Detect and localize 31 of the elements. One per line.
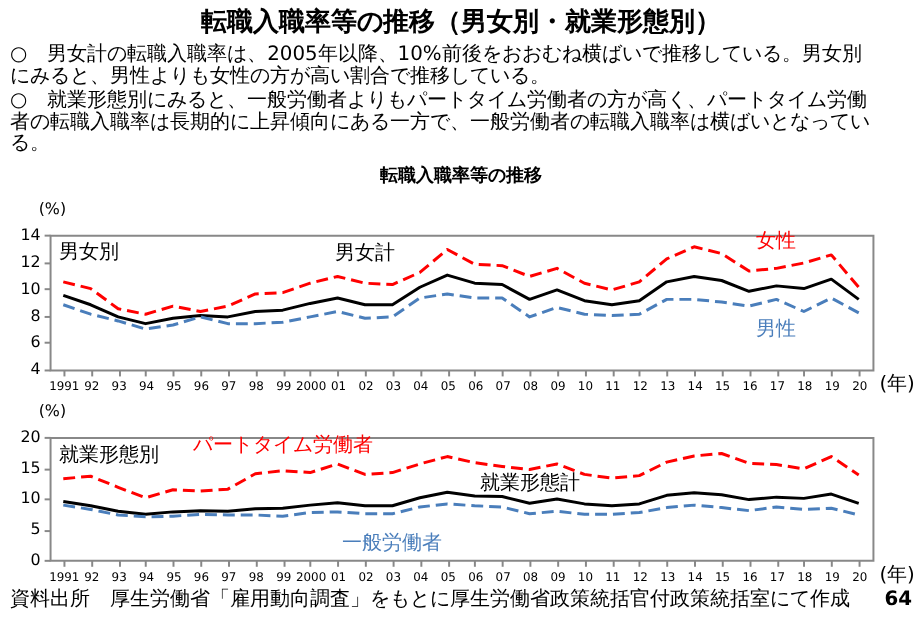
y-tick-label: 4: [30, 360, 41, 379]
y-tick-label: 14: [20, 225, 41, 244]
y-tick-label: 6: [30, 333, 41, 352]
series-label: 就業形態計: [479, 471, 580, 496]
chart-title: 転職入職率等の推移: [378, 165, 543, 188]
line-series: [61, 490, 861, 516]
y-axis-title: (%): [38, 402, 67, 421]
y-tick-label: 10: [20, 279, 41, 298]
series-label: 男性: [756, 317, 797, 342]
y-tick-label: 12: [20, 252, 41, 271]
series-label: 男女計: [335, 241, 396, 266]
x-axis-title: (年): [879, 372, 916, 397]
series-label: パートタイム労働者: [190, 432, 373, 457]
y-tick-label: 10: [20, 489, 41, 508]
annotation: 就業形態別: [59, 442, 160, 467]
y-tick-label: 5: [30, 520, 41, 539]
text: 転職入職率等の推移（男女別・就業形態別）: [199, 6, 722, 39]
x-axis-title: (年): [879, 562, 916, 587]
y-tick-label: 15: [20, 458, 41, 477]
line-series: [61, 502, 861, 519]
y-axis-title: (%): [38, 199, 67, 218]
text: 64: [884, 589, 913, 612]
series-label: 女性: [756, 228, 797, 253]
series-label: 一般労働者: [342, 531, 443, 556]
annotation: 男女別: [59, 240, 120, 265]
text: 資料出所 厚生労働省「雇用動向調査」をもとに厚生労働省政策統括官付政策統括室にて作成: [9, 587, 850, 612]
y-tick-label: 8: [30, 306, 41, 325]
text: ○ 男女計の転職入職率は、2005年以降、10%前後をおおむね横ばいで推移している。男女別にみると、男性よりも女性の方が高い割合で推移している。: [9, 42, 862, 88]
y-tick-label: 0: [30, 550, 41, 569]
y-tick-label: 20: [20, 427, 41, 446]
text: ○ 就業形態別にみると、一般労働者よりもパートタイム労働者の方が高く、パートタイム労働者の転職入職率は長期的に上昇傾向にある一方で、一般労働者の転職入職率は横ばいとなっている。: [9, 87, 870, 156]
